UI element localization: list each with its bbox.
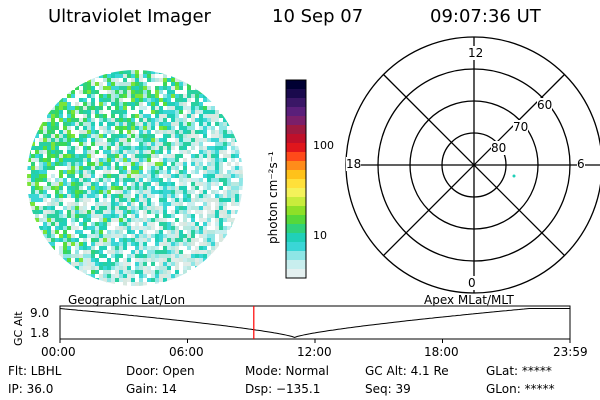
status-glon: GLon: *****	[486, 382, 555, 396]
status-glat: GLat: *****	[486, 364, 552, 378]
status-mode: Mode: Normal	[245, 364, 329, 378]
timeline-xtick-4: 23:59	[553, 345, 588, 359]
timeline-xtick-2: 12:00	[297, 345, 332, 359]
colorbar-segment	[286, 233, 306, 243]
timeline-frame	[59, 305, 571, 340]
polar-data-point	[512, 174, 516, 178]
colorbar-segment	[286, 161, 306, 171]
timeline-ytick-low: 1.8	[30, 326, 50, 340]
polar-lat-60: 60	[537, 98, 553, 112]
colorbar-segment	[286, 179, 306, 189]
timeline-axis-title: GC Alt	[12, 311, 25, 346]
status-ip: IP: 36.0	[8, 382, 54, 396]
colorbar-segment	[286, 197, 306, 207]
status-door: Door: Open	[126, 364, 195, 378]
timeline-xtick-3: 18:00	[424, 345, 459, 359]
timeline-left-label: Geographic Lat/Lon	[68, 293, 186, 307]
polar-label-top: 12	[468, 46, 484, 60]
status-filter: Flt: LBHL	[8, 364, 62, 378]
timeline-xtick-0: 00:00	[41, 345, 76, 359]
colorbar-segment	[286, 242, 306, 252]
polar-lat-70: 70	[513, 120, 529, 134]
polar-label-left: 18	[346, 157, 362, 171]
colorbar-segment	[286, 188, 306, 198]
polar-label-right: 6	[577, 157, 585, 171]
colorbar-segment	[286, 251, 306, 261]
colorbar-segment	[286, 134, 306, 144]
instrument-title: Ultraviolet Imager	[48, 6, 211, 27]
colorbar-segment	[286, 152, 306, 162]
colorbar-segment	[286, 89, 306, 99]
colorbar-segment	[286, 215, 306, 225]
polar-label-bottom: 0	[468, 276, 476, 290]
uv-image-disc	[27, 70, 243, 286]
colorbar	[286, 80, 306, 279]
colorbar-segment	[286, 98, 306, 108]
colorbar-tick-10: 10	[313, 229, 327, 242]
colorbar-segment	[286, 260, 306, 270]
colorbar-unit-label: photon cm⁻²s⁻¹	[266, 151, 280, 244]
colorbar-segment	[286, 125, 306, 135]
colorbar-segment	[286, 143, 306, 153]
colorbar-segment	[286, 224, 306, 234]
colorbar-segment	[286, 107, 306, 117]
gc-altitude-curve	[59, 308, 570, 339]
date-label: 10 Sep 07	[272, 6, 364, 27]
timeline-x-ticks	[59, 339, 571, 343]
status-gain: Gain: 14	[126, 382, 177, 396]
timeline-xtick-1: 06:00	[169, 345, 204, 359]
colorbar-segment	[286, 170, 306, 180]
status-dsp: Dsp: −135.1	[245, 382, 321, 396]
polar-plot	[345, 36, 600, 294]
colorbar-segment	[286, 80, 306, 90]
time-label: 09:07:36 UT	[430, 6, 541, 27]
colorbar-segment	[286, 269, 306, 279]
status-seq: Seq: 39	[365, 382, 411, 396]
timeline-right-label: Apex MLat/MLT	[424, 293, 514, 307]
status-gc-alt: GC Alt: 4.1 Re	[365, 364, 449, 378]
timeline-ytick-high: 9.0	[30, 306, 50, 320]
colorbar-segment	[286, 206, 306, 216]
polar-lat-80: 80	[491, 141, 507, 155]
colorbar-frame	[285, 79, 307, 279]
colorbar-tick-100: 100	[313, 139, 334, 152]
polar-diagonal-2	[383, 74, 565, 256]
colorbar-segment	[286, 116, 306, 126]
